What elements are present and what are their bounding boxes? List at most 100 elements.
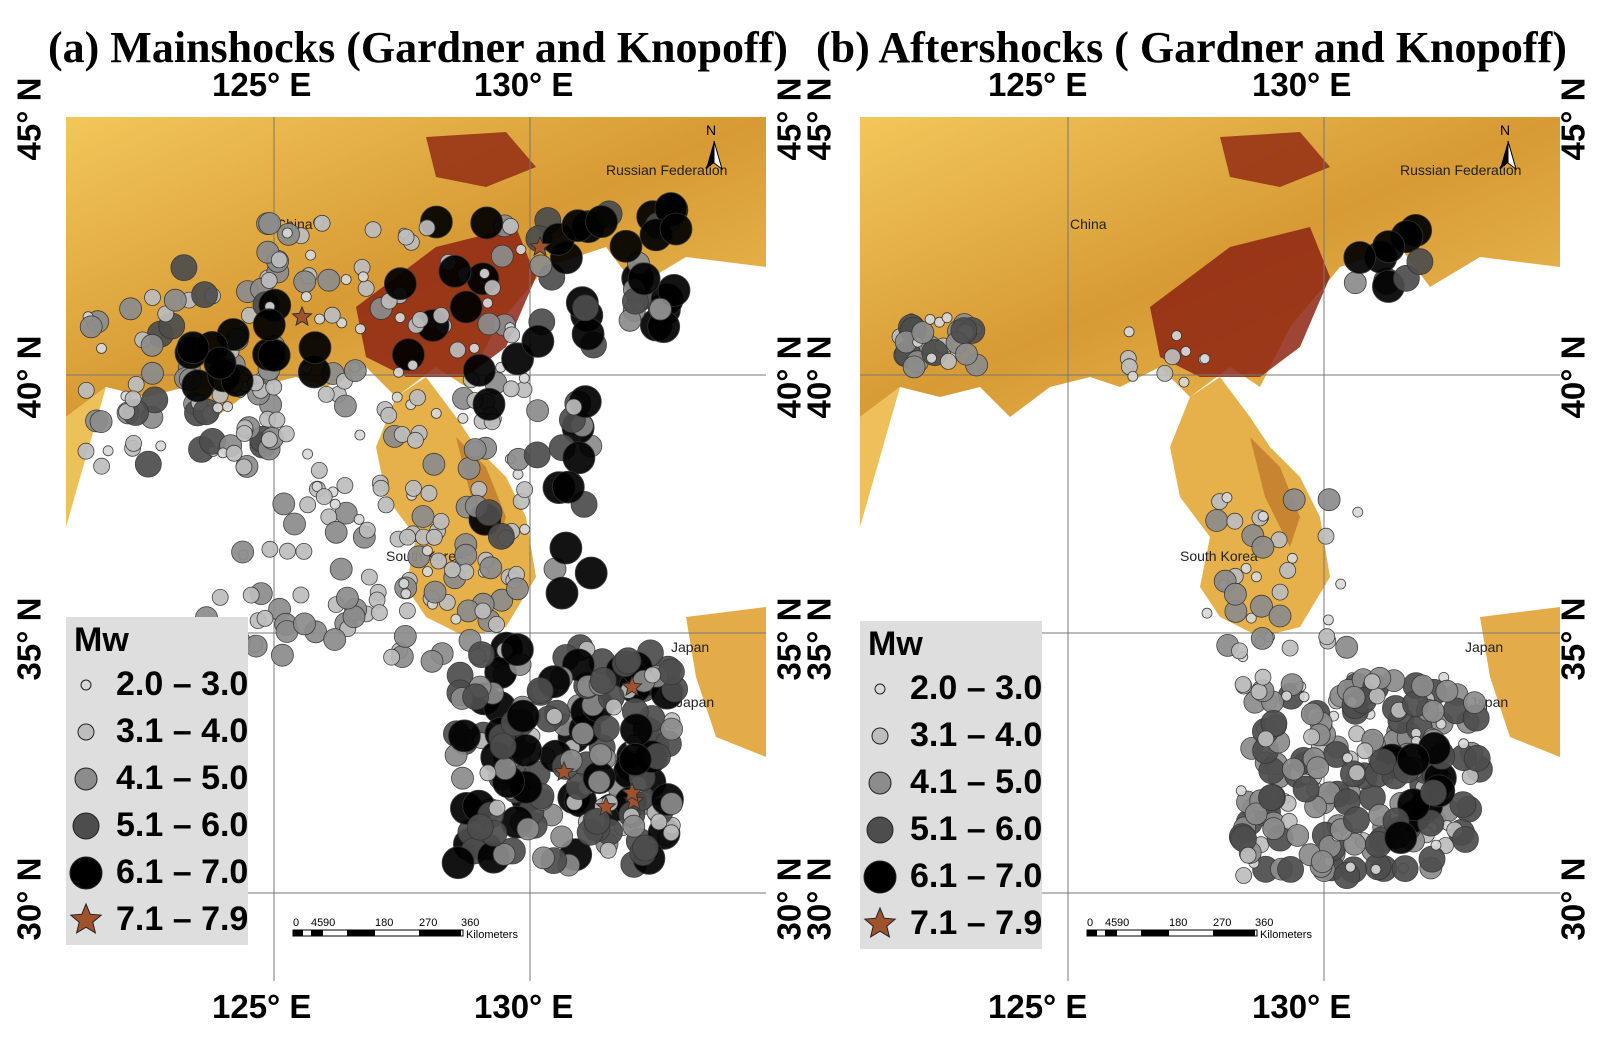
epicenter-marker xyxy=(1342,752,1353,764)
epicenter-marker xyxy=(1356,742,1374,760)
epicenter-marker xyxy=(659,212,693,246)
legend-label: 7.1 – 7.9 xyxy=(116,900,249,938)
epicenter-marker xyxy=(1282,488,1306,512)
epicenter-marker xyxy=(532,846,555,870)
epicenter-marker xyxy=(411,505,435,528)
epicenter-marker xyxy=(1335,635,1359,659)
epicenter-marker xyxy=(1343,806,1370,834)
epicenter-marker xyxy=(140,333,164,357)
epicenter-marker xyxy=(405,479,422,497)
circle-icon xyxy=(874,683,886,695)
epicenter-marker xyxy=(1369,748,1397,776)
epicenter-marker xyxy=(422,452,446,476)
panel-a-lat-left-45: 45° N xyxy=(10,77,48,161)
epicenter-marker xyxy=(1343,271,1367,295)
epicenter-marker xyxy=(1310,850,1334,873)
epicenter-marker xyxy=(503,326,521,344)
epicenter-marker xyxy=(244,634,268,658)
epicenter-marker xyxy=(457,412,469,424)
epicenter-marker xyxy=(323,306,341,324)
epicenter-marker xyxy=(310,461,328,479)
epicenter-marker xyxy=(627,262,661,296)
epicenter-marker xyxy=(500,633,534,666)
epicenter-marker xyxy=(493,757,517,781)
epicenter-marker xyxy=(270,643,294,667)
legend-label: 4.1 – 5.0 xyxy=(910,763,1043,801)
epicenter-marker xyxy=(502,380,520,398)
epicenter-marker xyxy=(77,381,95,399)
epicenter-marker xyxy=(430,407,442,419)
epicenter-marker xyxy=(468,342,480,354)
epicenter-marker xyxy=(451,766,474,790)
panel-b-legend: Mw 2.0 – 3.0 3.1 – 4.0 4.1 – 5.0 5.1 – 6.0 6… xyxy=(860,621,1042,949)
panel-a-lon-bottom-125: 125° E xyxy=(212,988,312,1025)
epicenter-marker xyxy=(406,431,424,449)
legend-row: 3.1 – 4.0 xyxy=(860,712,1050,760)
epicenter-marker xyxy=(447,719,481,753)
epicenter-marker xyxy=(488,615,505,633)
circle-icon xyxy=(69,856,103,890)
events-layer-a xyxy=(77,192,693,880)
epicenter-marker xyxy=(324,520,348,544)
epicenter-marker xyxy=(545,576,579,610)
epicenter-marker xyxy=(1123,326,1135,338)
epicenter-marker xyxy=(650,813,668,831)
epicenter-marker xyxy=(1171,330,1183,342)
epicenter-marker xyxy=(585,205,618,238)
epicenter-marker xyxy=(450,613,462,625)
epicenter-marker xyxy=(1257,730,1275,748)
epicenter-marker xyxy=(941,312,953,324)
scalebar-tick: 90 xyxy=(1117,917,1129,929)
north-arrow-icon: N xyxy=(1500,122,1517,171)
epicenter-marker xyxy=(298,331,332,365)
star-icon xyxy=(529,235,551,257)
land-mainland-west xyxy=(860,387,900,527)
epicenter-marker xyxy=(1463,691,1486,714)
epicenter-marker xyxy=(358,521,376,539)
epicenter-marker xyxy=(335,586,359,610)
circle-icon xyxy=(871,727,889,745)
epicenter-marker xyxy=(1292,775,1320,803)
epicenter-marker xyxy=(649,297,672,321)
epicenter-marker xyxy=(550,825,574,849)
panel-a-lat-left-40: 40° N xyxy=(10,335,48,419)
epicenter-marker xyxy=(176,331,210,365)
epicenter-marker xyxy=(662,824,680,842)
epicenter-marker xyxy=(1286,824,1310,847)
epicenter-marker xyxy=(1262,817,1286,840)
legend-label: 3.1 – 4.0 xyxy=(910,716,1043,754)
land-japan xyxy=(686,607,766,757)
star-icon xyxy=(553,760,575,782)
legend-label: 2.0 – 3.0 xyxy=(116,665,249,703)
epicenter-marker xyxy=(1435,679,1459,703)
epicenter-marker xyxy=(77,442,95,460)
epicenter-marker xyxy=(394,312,406,324)
epicenter-marker xyxy=(1384,821,1418,854)
epicenter-marker xyxy=(1127,370,1139,382)
north-arrow-label: N xyxy=(1500,122,1510,138)
epicenter-marker xyxy=(299,496,317,514)
epicenter-marker xyxy=(336,317,348,329)
epicenter-marker xyxy=(599,841,617,859)
legend-row: 3.1 – 4.0 xyxy=(66,708,256,756)
panel-a-scalebar: 0 45 90 180 270 360 Kilometers xyxy=(291,914,591,944)
panel-b-lon-top-125: 125° E xyxy=(988,66,1088,103)
land-korea xyxy=(1170,377,1330,637)
legend-label: 3.1 – 4.0 xyxy=(116,712,249,750)
epicenter-marker xyxy=(1277,856,1305,883)
place-russia: Russian Federation xyxy=(1400,162,1521,178)
epicenter-marker xyxy=(462,683,490,711)
epicenter-marker xyxy=(432,512,450,530)
scalebar-tick: 90 xyxy=(323,917,335,929)
epicenter-marker xyxy=(1156,364,1174,382)
scalebar-tick: 0 xyxy=(293,917,299,929)
epicenter-marker xyxy=(333,394,357,418)
epicenter-marker xyxy=(1406,248,1434,276)
epicenter-marker xyxy=(1298,691,1310,703)
epicenter-marker xyxy=(211,588,229,606)
epicenter-marker xyxy=(1244,802,1268,826)
scalebar-tick: 45 xyxy=(1105,917,1117,929)
epicenter-marker xyxy=(242,586,260,604)
